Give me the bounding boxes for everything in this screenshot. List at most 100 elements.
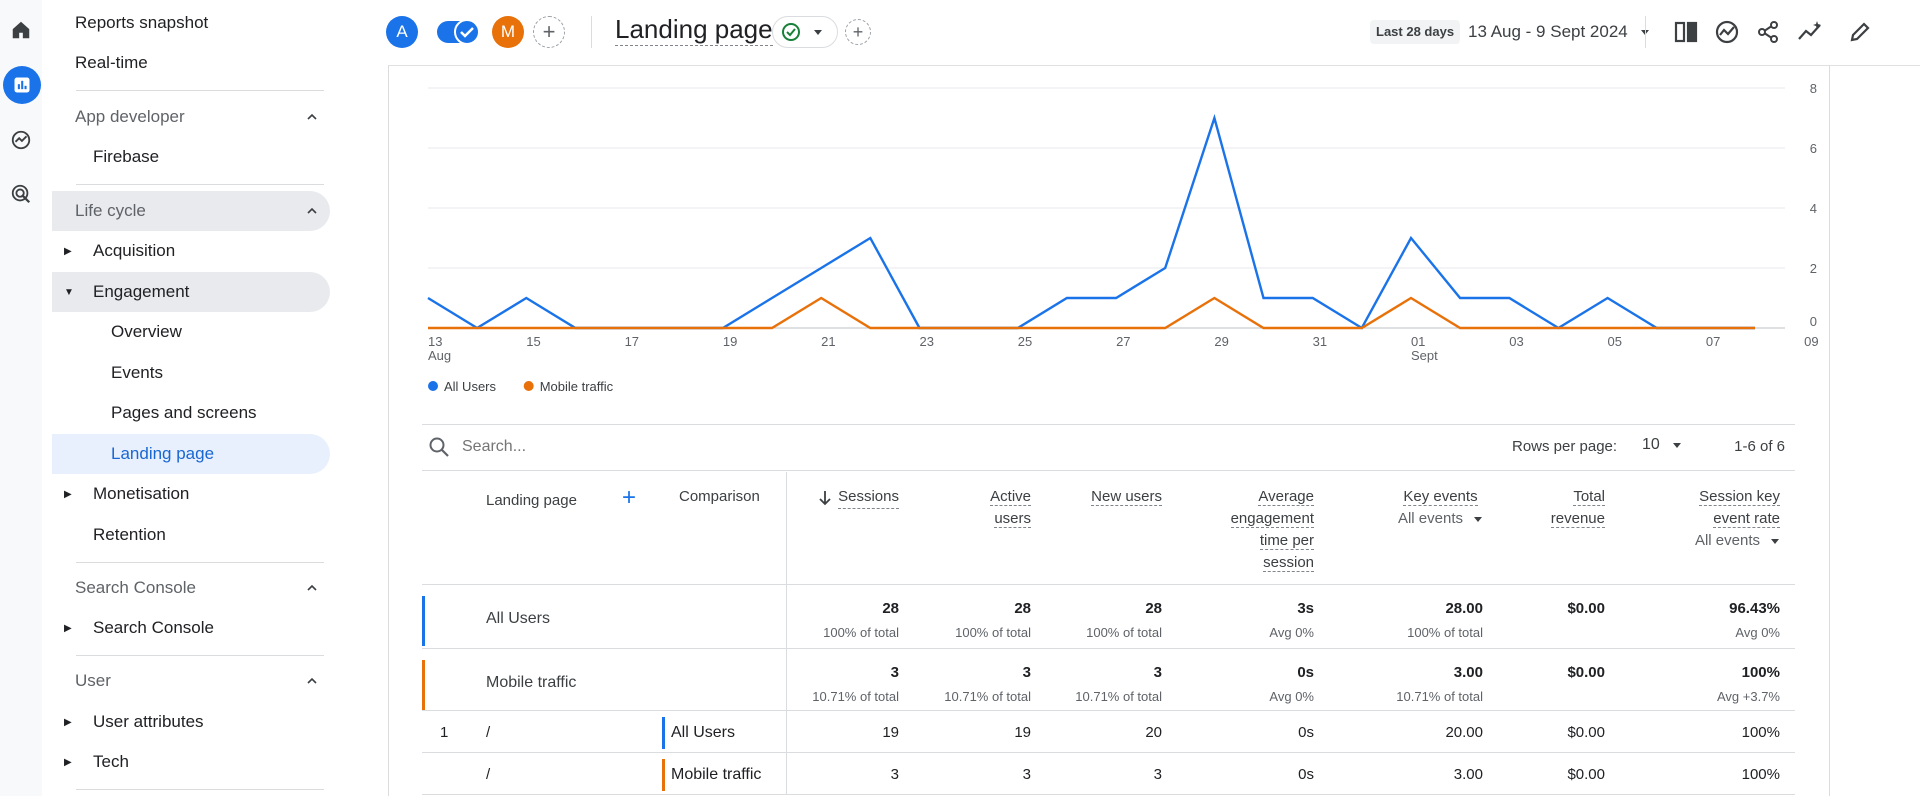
- x-tick-label: 09: [1804, 334, 1818, 349]
- reports-icon[interactable]: [3, 66, 41, 104]
- add-comparison-button[interactable]: +: [533, 16, 565, 48]
- edit-pencil-icon[interactable]: [1847, 19, 1873, 45]
- divider: [76, 655, 324, 656]
- x-tick-label: 07: [1706, 334, 1720, 349]
- column-header-comparison: Comparison: [679, 488, 760, 505]
- row-value: 3.00: [1453, 766, 1483, 783]
- chevron-up-icon: [307, 677, 317, 684]
- sidebar-item-search-console[interactable]: ▶ Search Console: [64, 618, 214, 637]
- sidebar-item-realtime[interactable]: Real-time: [75, 53, 148, 72]
- date-range-picker[interactable]: 13 Aug - 9 Sept 2024: [1468, 20, 1650, 44]
- caret-down-icon: [814, 30, 822, 35]
- column-header-avg-engagement[interactable]: Average engagement time per session: [1230, 488, 1314, 572]
- check-circle-icon: [782, 23, 800, 41]
- compare-icon[interactable]: [1673, 19, 1699, 45]
- sidebar-item-acquisition[interactable]: ▶ Acquisition: [64, 241, 176, 260]
- sidebar-item-retention[interactable]: Retention: [93, 525, 166, 544]
- total-subtext: 100% of total: [823, 625, 899, 640]
- row-value: 0s: [1298, 766, 1314, 783]
- trends-sparkle-icon[interactable]: [1796, 19, 1824, 45]
- sidebar-item-firebase[interactable]: Firebase: [93, 147, 160, 166]
- comparison-avatar-a[interactable]: A: [386, 16, 418, 48]
- column-header-session-key-event-rate[interactable]: Session key event rate All events: [1695, 486, 1780, 552]
- share-icon[interactable]: [1755, 19, 1781, 45]
- total-value: $0.00: [1567, 600, 1605, 617]
- sidebar-item-overview[interactable]: Overview: [111, 322, 182, 341]
- add-dimension-button[interactable]: +: [622, 484, 637, 511]
- report-status-dropdown[interactable]: [772, 16, 838, 48]
- insights-icon[interactable]: [1714, 19, 1740, 45]
- x-tick-label: 01: [1411, 334, 1425, 349]
- segment-label: Mobile traffic: [486, 674, 577, 691]
- table-search-input[interactable]: [462, 434, 862, 460]
- total-subtext: 100% of total: [1407, 625, 1483, 640]
- legend-label: Mobile traffic: [540, 379, 614, 394]
- divider: [786, 472, 787, 714]
- x-tick-label: 17: [625, 334, 639, 349]
- total-subtext: Avg 0%: [1269, 625, 1314, 640]
- column-header-total-revenue[interactable]: Total revenue: [1550, 488, 1605, 528]
- row-landing-page: /: [486, 724, 491, 741]
- advertising-icon[interactable]: [5, 178, 37, 210]
- event-rate-filter-dropdown[interactable]: All events: [1695, 530, 1780, 552]
- total-value: 0s: [1297, 664, 1314, 681]
- sidebar-item-tech[interactable]: ▶ Tech: [64, 752, 129, 771]
- pagination-label: 1-6 of 6: [1734, 438, 1785, 455]
- caret-right-icon: ▶: [64, 245, 72, 257]
- sidebar-item-engagement[interactable]: ▼ Engagement: [52, 272, 330, 312]
- divider: [422, 648, 1795, 649]
- column-header-landing-page[interactable]: Landing page: [486, 492, 577, 509]
- caret-right-icon: ▶: [64, 622, 72, 634]
- comparison-avatar-m[interactable]: M: [492, 16, 524, 48]
- sidebar-section-life-cycle[interactable]: Life cycle: [52, 191, 330, 231]
- x-tick-label: 19: [723, 334, 737, 349]
- series-line-all-users: [427, 113, 1755, 330]
- chevron-up-icon: [307, 207, 317, 214]
- x-tick-label: 31: [1313, 334, 1327, 349]
- explore-icon[interactable]: [5, 124, 37, 156]
- column-header-active-users[interactable]: Active users: [990, 488, 1031, 528]
- total-value: 3: [1022, 664, 1031, 681]
- sidebar-item-user-attributes[interactable]: ▶ User attributes: [64, 712, 204, 731]
- sidebar-section-search-console[interactable]: Search Console: [52, 569, 330, 607]
- x-tick-label: 25: [1018, 334, 1032, 349]
- y-tick-label: 2: [1810, 261, 1817, 276]
- x-tick-label: 21: [821, 334, 835, 349]
- x-tick-sublabel: Aug: [428, 348, 451, 363]
- rows-per-page-label: Rows per page:: [1512, 438, 1618, 455]
- sidebar-item-reports-snapshot[interactable]: Reports snapshot: [75, 13, 209, 32]
- total-value: 3: [890, 664, 899, 681]
- caret-right-icon: ▶: [64, 716, 72, 728]
- total-subtext: 10.71% of total: [1075, 689, 1162, 704]
- row-value: 19: [882, 724, 899, 741]
- row-value: 3: [890, 766, 899, 783]
- column-header-key-events[interactable]: Key events All events: [1398, 486, 1483, 530]
- sidebar-item-monetisation[interactable]: ▶ Monetisation: [64, 484, 190, 503]
- row-value: $0.00: [1567, 766, 1605, 783]
- sidebar-section-user[interactable]: User: [52, 662, 330, 700]
- comparison-toggle[interactable]: [437, 19, 480, 45]
- rows-per-page-select[interactable]: 10: [1642, 436, 1682, 454]
- column-header-sessions[interactable]: Sessions: [818, 486, 899, 509]
- column-header-new-users[interactable]: New users: [1091, 488, 1162, 506]
- home-icon[interactable]: [5, 14, 37, 46]
- segment-color-bar: [422, 660, 425, 710]
- divider: [422, 710, 1795, 711]
- sidebar: Reports snapshot Real-time App developer…: [52, 0, 330, 796]
- caret-down-icon: [1474, 517, 1482, 522]
- segment-label: All Users: [486, 610, 551, 627]
- sidebar-item-pages-and-screens[interactable]: Pages and screens: [111, 403, 257, 422]
- x-tick-label: 13: [428, 334, 442, 349]
- sidebar-item-events[interactable]: Events: [111, 363, 163, 382]
- y-tick-label: 4: [1810, 201, 1817, 216]
- sidebar-section-app-developer[interactable]: App developer: [52, 98, 330, 136]
- sidebar-item-landing-page[interactable]: Landing page: [52, 434, 330, 474]
- key-events-filter-dropdown[interactable]: All events: [1398, 508, 1483, 530]
- page-title: Landing page: [615, 14, 773, 46]
- total-value: $0.00: [1567, 664, 1605, 681]
- row-value: 3: [1022, 766, 1031, 783]
- add-filter-button[interactable]: +: [845, 19, 871, 45]
- total-subtext: 100% of total: [955, 625, 1031, 640]
- total-value: 3s: [1297, 600, 1314, 617]
- row-landing-page: /: [486, 766, 491, 783]
